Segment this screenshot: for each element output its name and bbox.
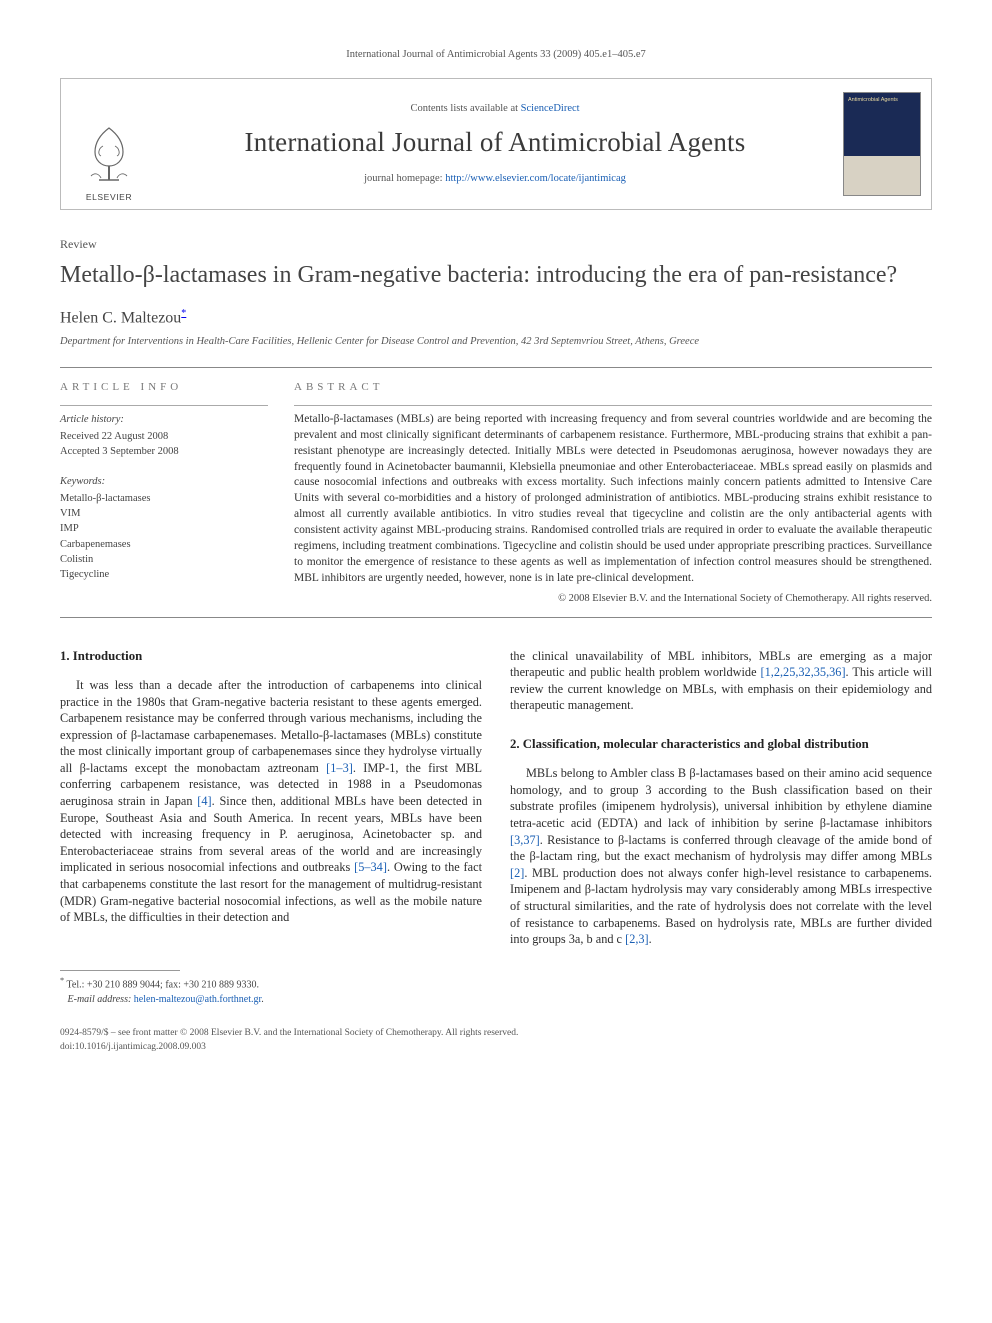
footnote-marker: * <box>60 976 64 985</box>
footnote-rule <box>60 970 180 971</box>
body-text: . <box>649 932 652 946</box>
article-info-column: article info Article history: Received 2… <box>60 380 268 606</box>
citation-link[interactable]: [5–34] <box>354 860 387 874</box>
journal-cover-thumbnail: Antimicrobial Agents <box>843 92 921 196</box>
article-title: Metallo-β-lactamases in Gram-negative ba… <box>60 260 932 291</box>
citation-link[interactable]: [2] <box>510 866 524 880</box>
email-line: E-mail address: helen-maltezou@ath.forth… <box>60 992 482 1007</box>
section-2-heading: 2. Classification, molecular characteris… <box>510 736 932 753</box>
homepage-prefix: journal homepage: <box>364 173 445 184</box>
keywords-heading: Keywords: <box>60 474 268 489</box>
abstract-rule <box>294 405 932 406</box>
author-email-link[interactable]: helen-maltezou@ath.forthnet.gr <box>134 994 262 1005</box>
body-text: . MBL production does not always confer … <box>510 866 932 946</box>
email-label: E-mail address: <box>68 994 132 1005</box>
article-history-block: Article history: Received 22 August 2008… <box>60 412 268 460</box>
keyword: Tigecycline <box>60 567 268 582</box>
page-footer: 0924-8579/$ – see front matter © 2008 El… <box>60 1027 932 1055</box>
abstract-copyright: © 2008 Elsevier B.V. and the Internation… <box>294 592 932 606</box>
publisher-name: ELSEVIER <box>86 192 132 203</box>
keywords-block: Keywords: Metallo-β-lactamases VIM IMP C… <box>60 474 268 583</box>
abstract-text: Metallo-β-lactamases (MBLs) are being re… <box>294 412 932 586</box>
corresponding-author-marker[interactable]: * <box>181 308 186 319</box>
article-info-label: article info <box>60 380 268 395</box>
author-text: Helen C. Maltezou <box>60 309 181 326</box>
body-text: . Resistance to β-lactams is conferred t… <box>510 833 932 864</box>
abstract-label: abstract <box>294 380 932 395</box>
journal-homepage-link[interactable]: http://www.elsevier.com/locate/ijantimic… <box>445 173 626 184</box>
running-head: International Journal of Antimicrobial A… <box>60 48 932 62</box>
elsevier-tree-icon <box>79 120 139 190</box>
citation-link[interactable]: [3,37] <box>510 833 540 847</box>
divider-rule <box>60 367 932 368</box>
masthead-center: Contents lists available at ScienceDirec… <box>157 79 833 209</box>
author-affiliation: Department for Interventions in Health-C… <box>60 335 932 349</box>
sciencedirect-link[interactable]: ScienceDirect <box>521 103 580 114</box>
footer-doi: doi:10.1016/j.ijantimicag.2008.09.003 <box>60 1041 932 1055</box>
keyword: Metallo-β-lactamases <box>60 491 268 506</box>
keyword: VIM <box>60 506 268 521</box>
citation-link[interactable]: [1–3] <box>326 761 353 775</box>
section-1-heading: 1. Introduction <box>60 648 482 665</box>
journal-name: International Journal of Antimicrobial A… <box>245 124 746 160</box>
cover-thumbnail-block: Antimicrobial Agents <box>833 79 931 209</box>
keyword: Carbapenemases <box>60 537 268 552</box>
corresponding-author-contact: * Tel.: +30 210 889 9044; fax: +30 210 8… <box>60 975 482 992</box>
journal-masthead: ELSEVIER Contents lists available at Sci… <box>60 78 932 210</box>
received-date: Received 22 August 2008 <box>60 429 268 444</box>
section-2-paragraph: MBLs belong to Ambler class B β-lactamas… <box>510 765 932 948</box>
section-1-paragraph: It was less than a decade after the intr… <box>60 677 482 926</box>
contents-prefix: Contents lists available at <box>410 103 520 114</box>
citation-link[interactable]: [1,2,25,32,35,36] <box>761 665 846 679</box>
divider-rule-full <box>60 617 932 618</box>
contents-available-line: Contents lists available at ScienceDirec… <box>410 102 579 116</box>
footnotes-block: * Tel.: +30 210 889 9044; fax: +30 210 8… <box>60 970 482 1007</box>
citation-link[interactable]: [4] <box>197 794 211 808</box>
publisher-logo-block: ELSEVIER <box>61 79 157 209</box>
body-text: MBLs belong to Ambler class B β-lactamas… <box>510 766 932 830</box>
keyword: IMP <box>60 521 268 536</box>
accepted-date: Accepted 3 September 2008 <box>60 444 268 459</box>
citation-link[interactable]: [2,3] <box>625 932 649 946</box>
footer-copyright: 0924-8579/$ – see front matter © 2008 El… <box>60 1027 932 1041</box>
article-type: Review <box>60 236 932 252</box>
section-1-paragraph-cont: the clinical unavailability of MBL inhib… <box>510 648 932 714</box>
author-name: Helen C. Maltezou* <box>60 307 932 329</box>
abstract-column: abstract Metallo-β-lactamases (MBLs) are… <box>294 380 932 606</box>
tel-fax: Tel.: +30 210 889 9044; fax: +30 210 889… <box>67 979 260 990</box>
history-heading: Article history: <box>60 412 268 427</box>
body-columns: 1. Introduction It was less than a decad… <box>60 648 932 1008</box>
journal-homepage-line: journal homepage: http://www.elsevier.co… <box>364 172 626 186</box>
info-rule <box>60 405 268 406</box>
cover-thumb-title: Antimicrobial Agents <box>848 97 916 104</box>
keyword: Colistin <box>60 552 268 567</box>
